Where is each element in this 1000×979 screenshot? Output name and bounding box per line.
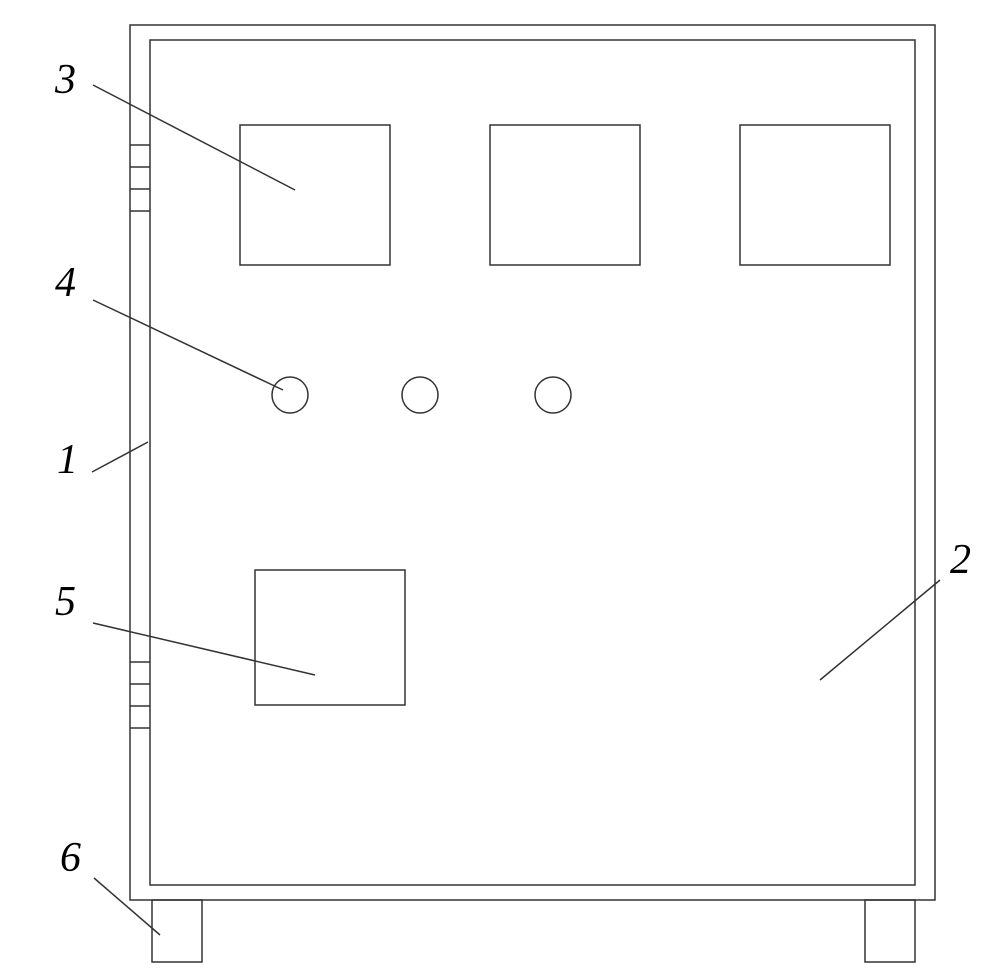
callout-label-5: 5 <box>55 578 76 626</box>
callout-label-4: 4 <box>55 259 76 307</box>
diagram-svg <box>0 0 1000 979</box>
callout-label-1: 1 <box>57 436 78 484</box>
callout-label-6: 6 <box>60 834 81 882</box>
callout-label-3: 3 <box>55 56 76 104</box>
diagram-canvas: 3 4 1 5 2 6 <box>0 0 1000 979</box>
callout-label-2: 2 <box>950 536 971 584</box>
